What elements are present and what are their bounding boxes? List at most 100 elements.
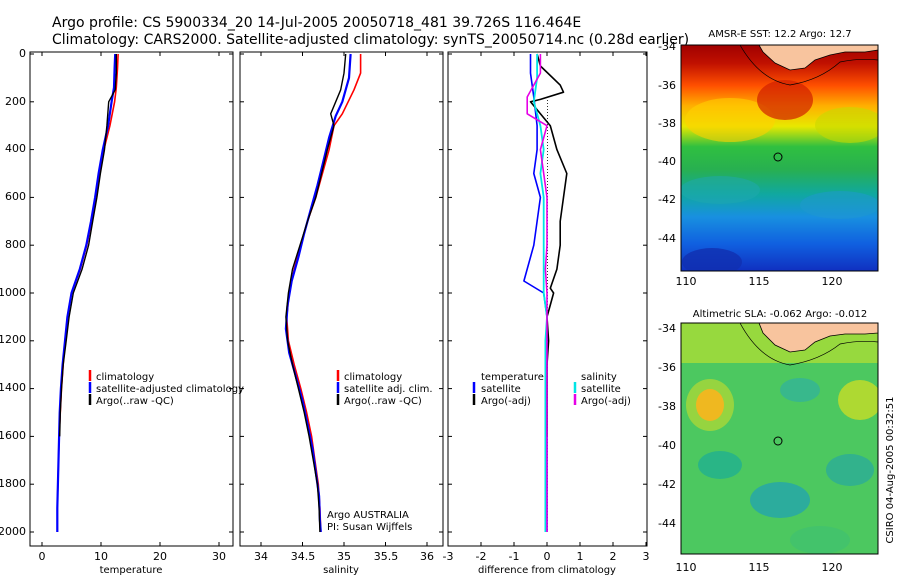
x-tick-label: 1 <box>577 550 584 563</box>
legend-label: satellite <box>581 384 621 395</box>
lon-tick-label: 120 <box>822 561 843 574</box>
lat-tick-label: -38 <box>658 400 676 413</box>
sla-mid-patch <box>790 526 850 554</box>
sla-shelf-contour <box>739 323 878 366</box>
x-tick-label: 20 <box>153 550 167 563</box>
lon-tick-label: 110 <box>676 561 697 574</box>
lat-tick-label: -44 <box>658 517 676 530</box>
depth-tick-label: 2000 <box>0 525 26 538</box>
lat-tick-label: -42 <box>658 478 676 491</box>
salinity-lines <box>284 53 362 533</box>
difference-series-sal-argo <box>526 54 548 532</box>
legend-label: climatology <box>96 372 154 383</box>
sst-color-field <box>681 45 878 271</box>
legend-label: satellite adj. clim. <box>344 384 433 395</box>
depth-tick-label: 0 <box>19 47 26 60</box>
sla-low-patch <box>750 482 810 518</box>
x-tick-label: 35 <box>337 550 351 563</box>
sst-map-field <box>681 45 878 271</box>
depth-tick-label: 1600 <box>0 429 26 442</box>
temperature-lines <box>56 53 119 532</box>
x-tick-label: 30 <box>212 550 226 563</box>
sla-profile-marker <box>773 436 783 446</box>
sst-cold-patch <box>682 248 742 271</box>
salinity-x-tick-labels: 34 34.5 35 35.5 36 <box>254 550 434 563</box>
lat-tick-label: -38 <box>658 117 676 130</box>
legend-label: Argo(..raw -QC) <box>96 396 174 407</box>
x-tick-label: 0 <box>39 550 46 563</box>
lat-tick-label: -36 <box>658 361 676 374</box>
lat-tick-label: -34 <box>658 322 676 335</box>
difference-lines <box>523 53 568 532</box>
lat-tick-label: -40 <box>658 155 676 168</box>
credit-argo-australia: Argo AUSTRALIA <box>327 510 409 521</box>
lat-tick-label: -36 <box>658 79 676 92</box>
sla-high-patch <box>838 380 878 420</box>
temperature-series-argo <box>59 54 118 437</box>
sla-map-frame <box>680 322 879 555</box>
x-tick-label: -3 <box>443 550 454 563</box>
salinity-x-axis-label: salinity <box>323 565 359 576</box>
depth-tick-label: 200 <box>5 95 26 108</box>
legend-label: salinity <box>581 372 617 383</box>
side-timestamp: CSIRO 04-Aug-2005 00:32:51 <box>885 396 896 543</box>
salinity-legend: climatology satellite adj. clim. Argo(..… <box>336 370 433 407</box>
sst-shelf-contour <box>739 45 878 86</box>
legend-label: satellite <box>481 384 521 395</box>
difference-legend-right: salinity satellite Argo(-adj) <box>573 372 631 407</box>
lat-tick-label: -44 <box>658 232 676 245</box>
temperature-x-tick-labels: 0 10 20 30 <box>39 550 227 563</box>
x-tick-label: 3 <box>643 550 650 563</box>
salinity-series-argo <box>285 53 347 533</box>
sst-warm-patch <box>815 107 878 143</box>
x-tick-label: 34 <box>254 550 268 563</box>
lon-tick-label: 115 <box>749 275 770 288</box>
depth-tick-label: 1000 <box>0 286 26 299</box>
legend-label: Argo(-adj) <box>481 396 531 407</box>
sla-low-patch <box>826 454 874 486</box>
sst-cool-patch <box>800 191 878 219</box>
difference-x-axis-label: difference from climatology <box>478 565 616 576</box>
axis-ticks <box>30 52 647 546</box>
sla-low-patch <box>698 451 742 479</box>
sla-land-mass <box>758 323 878 353</box>
depth-tick-label: 1400 <box>0 381 26 394</box>
depth-tick-label: 800 <box>5 238 26 251</box>
difference-series-sal-satellite <box>532 54 548 532</box>
sst-land-mass <box>758 45 878 71</box>
sst-warm-patch <box>685 98 775 142</box>
lat-tick-label: -40 <box>658 439 676 452</box>
sla-low-patch <box>780 378 820 402</box>
salinity-series-satellite <box>284 53 352 533</box>
salinity-panel-frame <box>239 51 444 547</box>
sst-map-frame <box>680 44 879 272</box>
x-tick-label: 0 <box>544 550 551 563</box>
legend-label: temperature <box>481 372 544 383</box>
depth-tick-label: 1200 <box>0 333 26 346</box>
x-tick-label: 2 <box>610 550 617 563</box>
difference-x-tick-labels: -3 -2 -1 0 1 2 3 <box>443 550 650 563</box>
legend-label: climatology <box>344 372 402 383</box>
x-tick-label: -1 <box>509 550 520 563</box>
sla-map-field <box>681 323 878 554</box>
x-tick-label: 34.5 <box>291 550 316 563</box>
temperature-x-axis-label: temperature <box>100 565 163 576</box>
figure-title-line2: Climatology: CARS2000. Satellite-adjuste… <box>52 32 689 48</box>
x-tick-label: 35.5 <box>374 550 399 563</box>
depth-tick-label: 400 <box>5 142 26 155</box>
temperature-legend: climatology satellite-adjusted climatolo… <box>88 370 244 407</box>
sst-map-title: AMSR-E SST: 12.2 Argo: 12.7 <box>708 29 851 40</box>
lon-tick-label: 120 <box>822 275 843 288</box>
depth-tick-label: 600 <box>5 190 26 203</box>
lat-tick-label: -42 <box>658 193 676 206</box>
sst-lon-tick-labels: 110 115 120 <box>676 275 843 288</box>
sst-profile-marker <box>773 152 783 162</box>
legend-label: Argo(-adj) <box>581 396 631 407</box>
sst-lat-tick-labels: -34 -36 -38 -40 -42 -44 <box>658 40 676 245</box>
legend-label: satellite-adjusted climatology <box>96 384 244 395</box>
lat-tick-label: -34 <box>658 40 676 53</box>
depth-tick-labels: 0 200 400 600 800 1000 1200 1400 1600 18… <box>0 47 26 538</box>
x-tick-label: 36 <box>420 550 434 563</box>
